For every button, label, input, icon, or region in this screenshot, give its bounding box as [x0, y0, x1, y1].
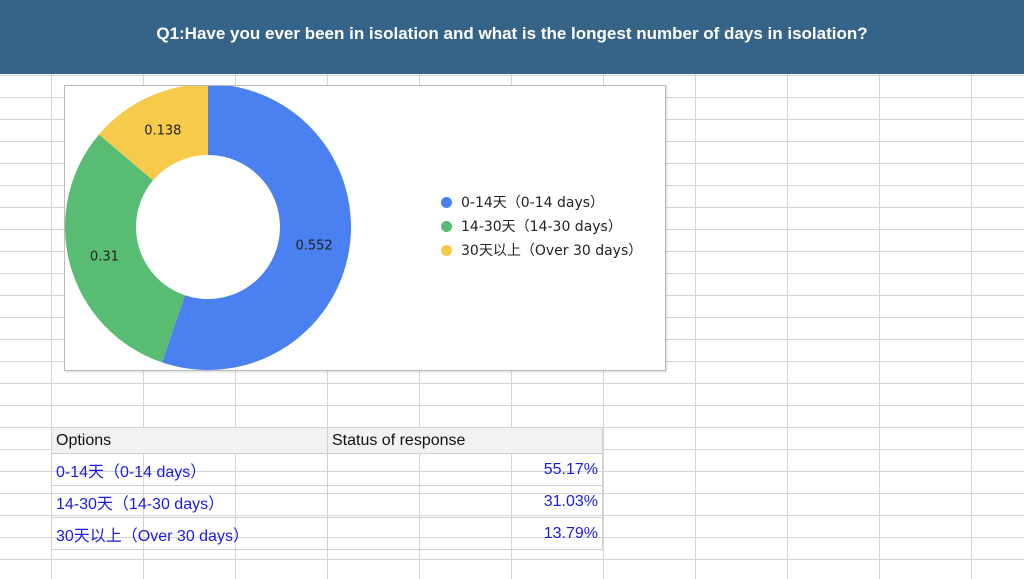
legend-label: 30天以上（Over 30 days）: [461, 243, 643, 259]
donut-slice[interactable]: [162, 86, 351, 370]
legend-item: 0-14天（0-14 days）: [441, 190, 642, 214]
percent-cell[interactable]: 31.03%: [327, 485, 603, 518]
legend-swatch: [441, 244, 452, 256]
slice-data-label: 0.552: [295, 238, 332, 253]
legend-swatch: [441, 196, 452, 208]
donut-chart: 0.552 0.31 0.138: [65, 86, 351, 370]
table-row: 14-30天（14-30 days） 31.03%: [51, 485, 603, 518]
response-table: Options Status of response 0-14天（0-14 da…: [51, 427, 603, 550]
percent-cell[interactable]: 13.79%: [327, 517, 603, 550]
title-banner: Q1:Have you ever been in isolation and w…: [0, 0, 1024, 74]
percent-cell[interactable]: 55.17%: [327, 453, 603, 486]
chart-legend: 0-14天（0-14 days） 14-30天（14-30 days） 30天以…: [441, 190, 642, 262]
legend-item: 14-30天（14-30 days）: [441, 214, 642, 238]
header-options[interactable]: Options: [51, 427, 328, 454]
option-cell[interactable]: 30天以上（Over 30 days）: [51, 517, 328, 550]
slice-data-label: 0.138: [144, 123, 181, 138]
legend-label: 14-30天（14-30 days）: [461, 219, 622, 235]
header-status[interactable]: Status of response: [327, 427, 603, 454]
legend-swatch: [441, 220, 452, 232]
table-header-row: Options Status of response: [51, 427, 603, 454]
page-title: Q1:Have you ever been in isolation and w…: [156, 24, 868, 43]
table-row: 0-14天（0-14 days） 55.17%: [51, 453, 603, 486]
legend-item: 30天以上（Over 30 days）: [441, 238, 642, 262]
option-cell[interactable]: 14-30天（14-30 days）: [51, 485, 328, 518]
donut-slice[interactable]: [98, 86, 208, 181]
option-cell[interactable]: 0-14天（0-14 days）: [51, 453, 328, 486]
donut-slice[interactable]: [65, 134, 185, 363]
table-row: 30天以上（Over 30 days） 13.79%: [51, 517, 603, 550]
legend-label: 0-14天（0-14 days）: [461, 195, 605, 211]
slice-data-label: 0.31: [90, 250, 119, 265]
chart-container[interactable]: 0.552 0.31 0.138 0-14天（0-14 days） 14-30天（1…: [64, 85, 666, 371]
